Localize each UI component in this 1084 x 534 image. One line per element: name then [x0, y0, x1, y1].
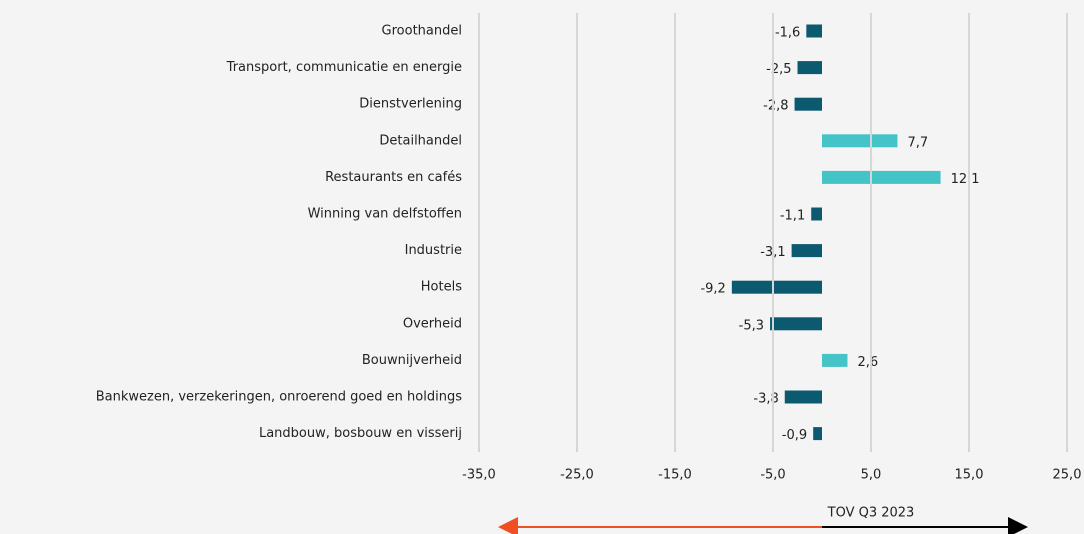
bar — [813, 427, 822, 441]
bar — [797, 61, 822, 75]
bar — [822, 353, 848, 367]
y-tick-label: Restaurants en cafés — [325, 170, 462, 185]
bar — [791, 244, 822, 258]
y-tick-label: Industrie — [405, 243, 462, 258]
bar — [811, 207, 822, 221]
data-label: -1,6 — [775, 26, 800, 41]
x-tick-label: 25,0 — [1053, 468, 1082, 483]
bar — [822, 170, 941, 184]
x-tick-label: 15,0 — [955, 468, 984, 483]
y-tick-label: Detailhandel — [379, 133, 462, 148]
y-tick-label: Overheid — [403, 316, 462, 331]
y-tick-label: Groothandel — [382, 24, 462, 39]
x-tick-label: -35,0 — [462, 468, 496, 483]
data-label: 2,6 — [857, 355, 878, 370]
y-tick-label: Bankwezen, verzekeringen, onroerend goed… — [96, 390, 462, 405]
bar — [822, 134, 898, 148]
y-tick-label: Dienstverlening — [359, 97, 462, 112]
annotation: TOV Q3 2023 — [827, 506, 915, 521]
bar — [784, 390, 822, 404]
x-tick-label: 5,0 — [861, 468, 882, 483]
data-label: -5,3 — [739, 318, 764, 333]
x-tick-label: -25,0 — [560, 468, 594, 483]
y-tick-label: Hotels — [421, 280, 462, 295]
bar — [770, 317, 822, 331]
y-tick-label: Winning van delfstoffen — [308, 207, 462, 222]
bar — [806, 24, 822, 38]
y-tick-label: Bouwnijverheid — [362, 353, 462, 368]
x-tick-label: -5,0 — [760, 468, 785, 483]
data-label: -2,5 — [766, 62, 791, 77]
data-label: -2,8 — [763, 99, 788, 114]
data-label: -3,8 — [753, 392, 778, 407]
data-label: -1,1 — [780, 209, 805, 224]
data-label: -9,2 — [700, 282, 725, 297]
bar — [794, 97, 822, 111]
y-tick-label: Landbouw, bosbouw en visserij — [259, 426, 462, 441]
x-tick-label: -15,0 — [658, 468, 692, 483]
data-label: 12,1 — [951, 172, 980, 187]
data-label: -0,9 — [782, 428, 807, 443]
data-label: 7,7 — [907, 135, 928, 150]
bar — [731, 280, 822, 294]
y-tick-label: Transport, communicatie en energie — [226, 60, 462, 75]
